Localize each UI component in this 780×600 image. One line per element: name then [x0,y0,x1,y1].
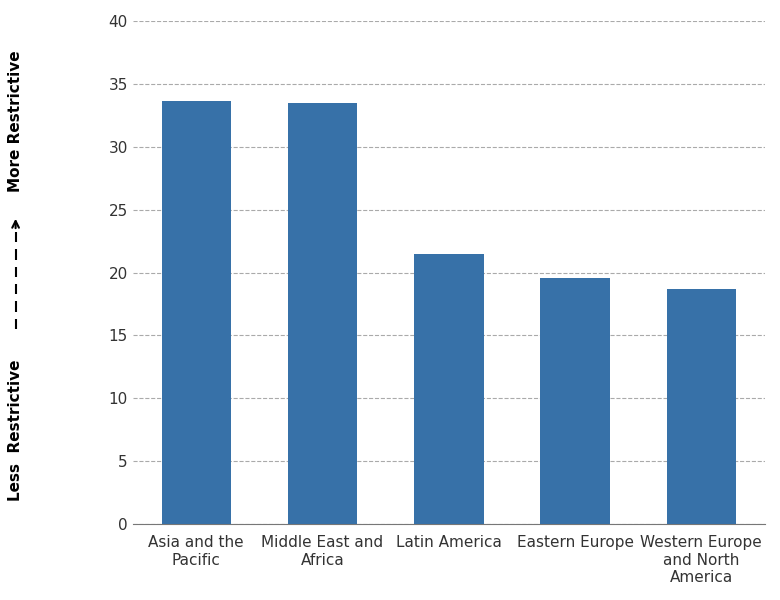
Text: More Restrictive: More Restrictive [8,51,23,193]
Bar [667,289,736,524]
Text: Less  Restrictive: Less Restrictive [8,359,23,500]
Bar [541,278,610,524]
Bar [161,101,231,524]
Bar [414,254,484,524]
Bar [288,103,357,524]
